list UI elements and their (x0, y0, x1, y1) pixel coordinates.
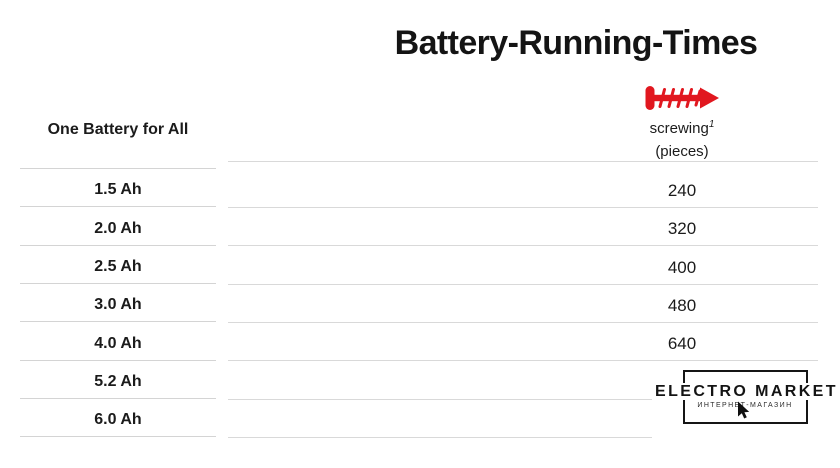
table-row: 4.0 Ah (20, 321, 216, 359)
pieces-value: 320 (667, 219, 697, 239)
watermark-store-name-text: ELECTRO MARKET (652, 383, 840, 400)
battery-capacity-label: 6.0 Ah (94, 411, 142, 429)
pieces-column: 240 320 400 480 640 (228, 161, 818, 439)
watermark-store-subtitle: ИНТЕРНЕТ-МАГАЗИН (697, 402, 793, 409)
screwing-footnote-superscript: 1 (708, 119, 715, 130)
pieces-unit-label: (pieces) (655, 143, 709, 160)
table-row: 3.0 Ah (20, 283, 216, 321)
battery-capacity-label: 1.5 Ah (94, 181, 142, 199)
table-row: 5.2 Ah (20, 359, 216, 398)
wall-plug-screwing-icon (582, 84, 782, 112)
table-row (228, 398, 818, 437)
battery-column: 1.5 Ah 2.0 Ah 2.5 Ah 3.0 Ah 4.0 Ah 5.2 A… (20, 168, 216, 438)
electro-market-watermark: ELECTRO MARKET ИНТЕРНЕТ-МАГАЗИН (652, 362, 840, 446)
screwing-label-text: screwing (649, 120, 709, 137)
battery-capacity-label: 5.2 Ah (94, 373, 142, 391)
column-header-battery: One Battery for All (47, 121, 189, 138)
screwing-label: screwing1 (582, 119, 782, 137)
battery-capacity-label: 3.0 Ah (94, 296, 142, 314)
table-row: 480 (228, 283, 818, 322)
table-row (228, 360, 818, 398)
table-row: 400 (228, 245, 818, 283)
table-row: 320 (228, 207, 818, 245)
pieces-value: 400 (667, 257, 697, 277)
mouse-cursor-icon (738, 401, 750, 419)
battery-capacity-label: 4.0 Ah (94, 334, 142, 352)
table-row: 1.5 Ah (20, 168, 216, 206)
table-row: 6.0 Ah (20, 398, 216, 436)
pieces-value: 240 (667, 181, 697, 200)
table-row: 2.0 Ah (20, 206, 216, 244)
table-row: 240 (228, 161, 818, 207)
pieces-value: 640 (667, 334, 697, 354)
battery-capacity-label: 2.5 Ah (94, 258, 142, 276)
table-row: 2.5 Ah (20, 244, 216, 283)
table-row: 640 (228, 322, 818, 360)
column-header-screwing: screwing1 (pieces) (582, 84, 782, 160)
watermark-store-name: ELECTRO MARKET (652, 383, 840, 401)
pieces-value: 480 (667, 296, 697, 316)
page-title: Battery-Running-Times (394, 24, 758, 62)
battery-capacity-label: 2.0 Ah (94, 219, 142, 237)
